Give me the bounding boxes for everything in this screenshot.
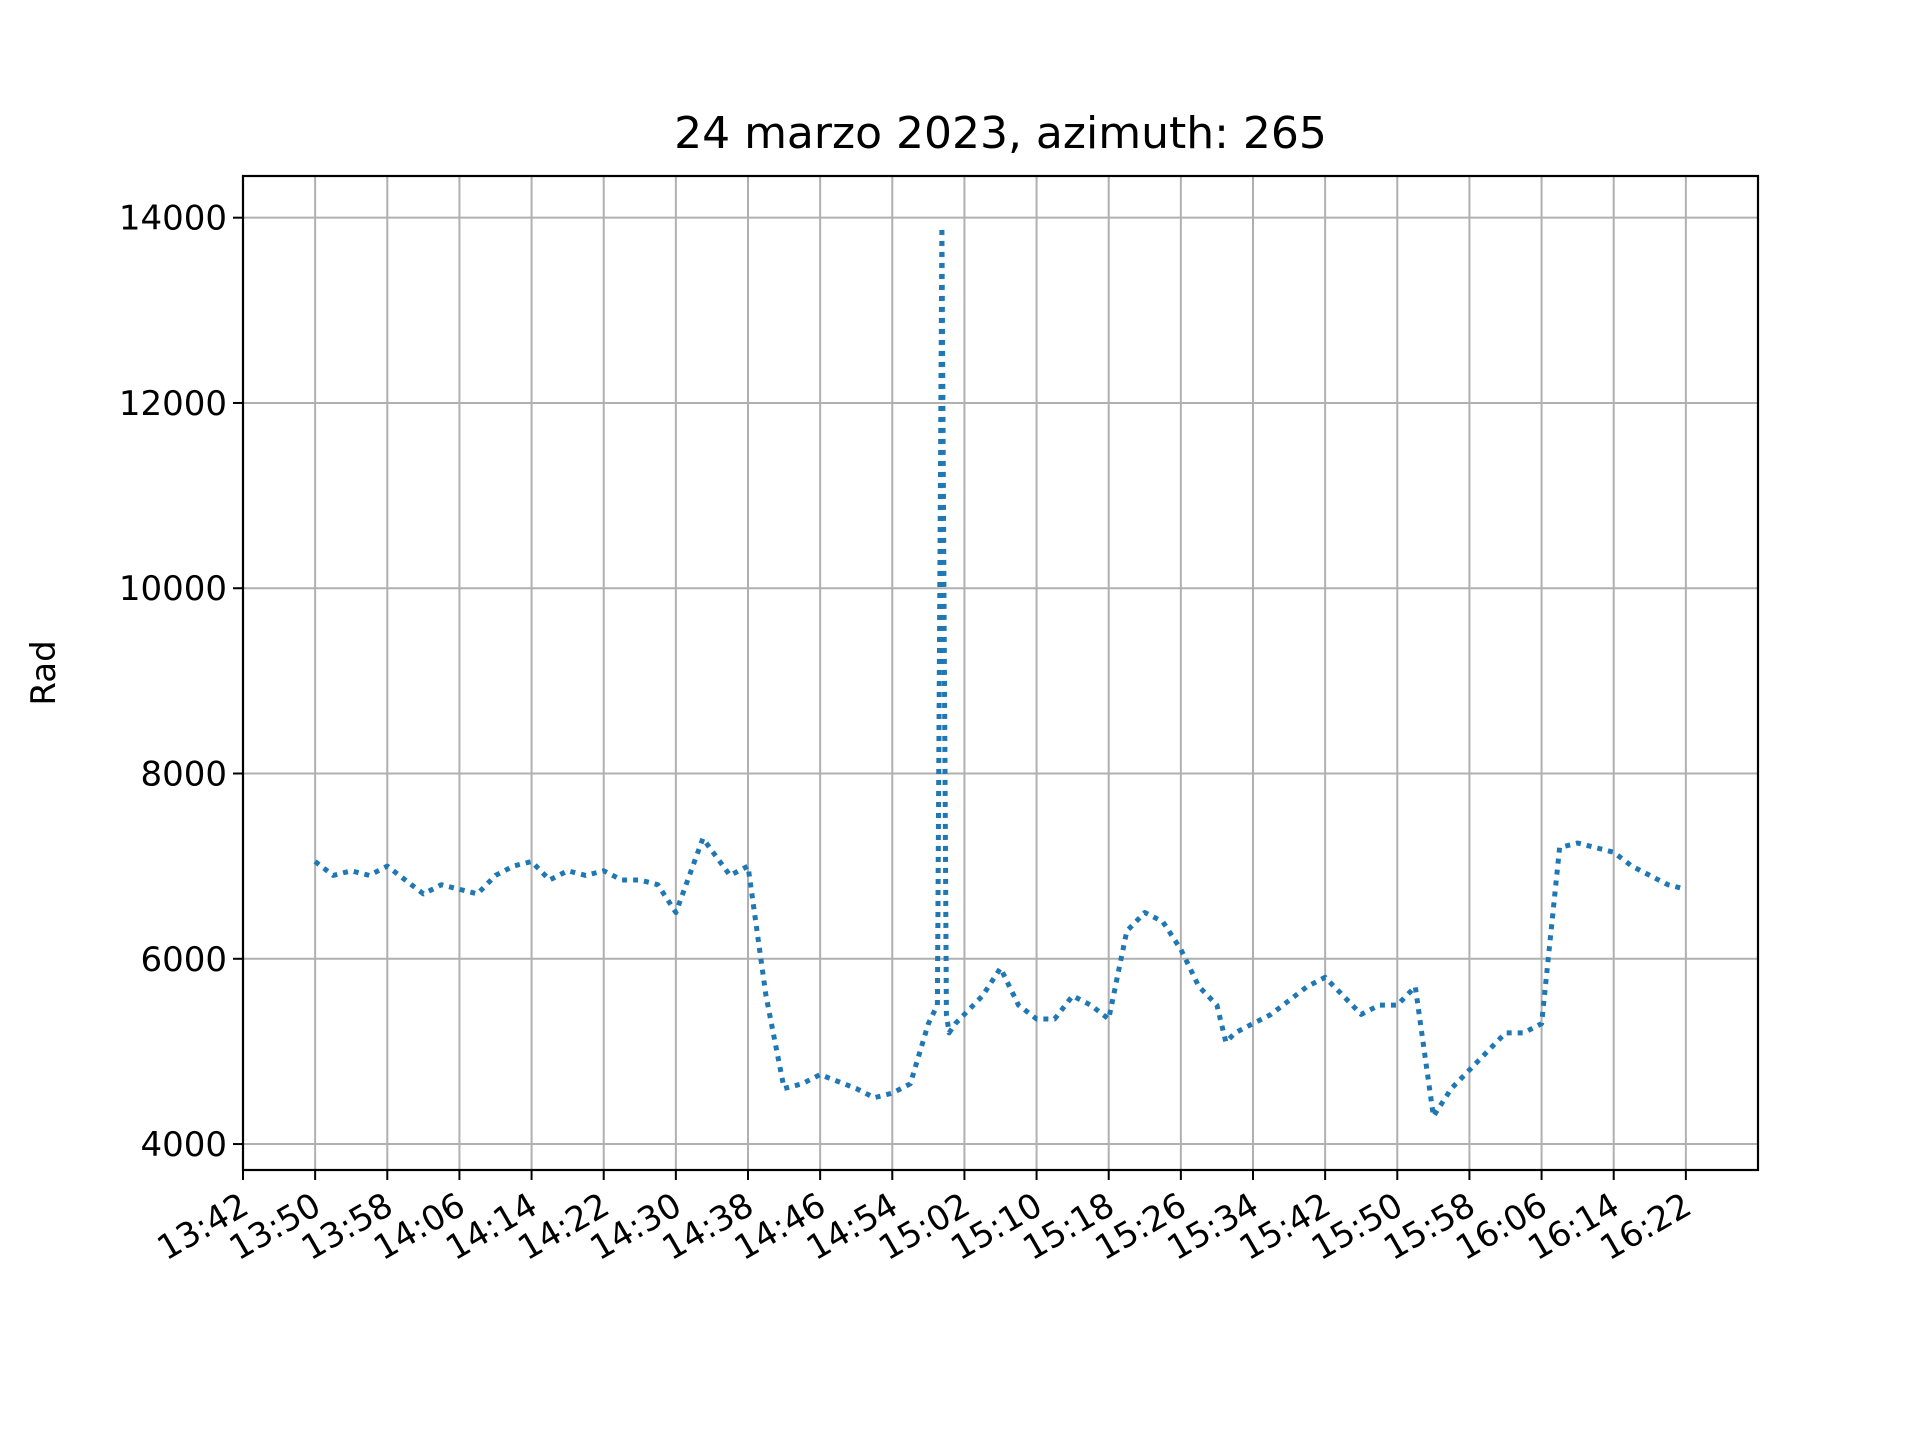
y-tick-label: 12000 (119, 384, 227, 424)
chart-title: 24 marzo 2023, azimuth: 265 (674, 108, 1327, 159)
y-tick-label: 6000 (140, 940, 227, 980)
grid (243, 176, 1758, 1170)
y-axis: 4000 6000 8000 10000 12000 14000 (119, 199, 243, 1165)
plot-frame (241, 174, 1760, 1172)
y-tick-label: 14000 (119, 199, 227, 239)
series-line (313, 224, 1687, 1119)
y-tick-label: 10000 (119, 569, 227, 609)
x-axis: 13:4213:5013:5814:0614:1414:2214:3014:38… (151, 1170, 1698, 1269)
series-layer (313, 224, 1687, 1119)
y-axis-label: Rad (24, 640, 64, 705)
y-tick-label: 8000 (140, 755, 227, 795)
y-tick-label: 4000 (140, 1125, 227, 1165)
